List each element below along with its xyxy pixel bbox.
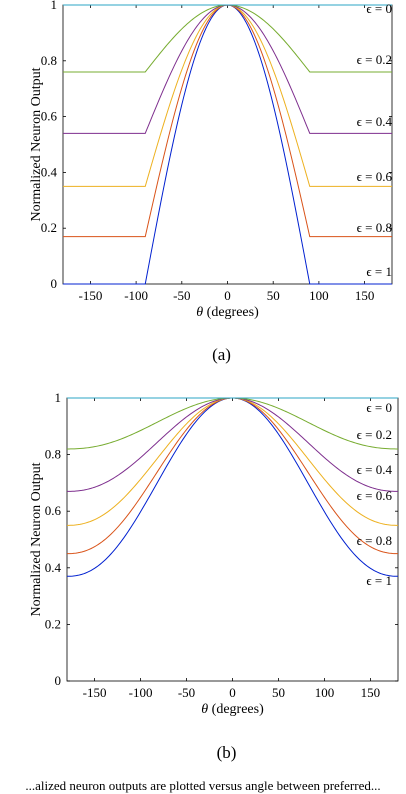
y-axis-label: Normalized Neuron Output xyxy=(29,462,44,616)
epsilon-label: ϵ = 0.8 xyxy=(357,220,392,235)
y-tick-label: 0.4 xyxy=(45,560,62,575)
series-line xyxy=(63,4,392,73)
y-tick-label: 0.2 xyxy=(45,616,61,631)
x-tick-label: -150 xyxy=(78,288,102,303)
epsilon-label: ϵ = 0 xyxy=(366,1,392,16)
x-axis-label-text: (degrees) xyxy=(203,305,259,320)
y-tick-label: 0.8 xyxy=(41,53,57,68)
x-tick-label: -150 xyxy=(83,685,107,700)
series-line xyxy=(66,397,399,492)
x-tick-label: -100 xyxy=(124,288,148,303)
series-line xyxy=(66,397,399,526)
y-tick-label: 0 xyxy=(55,673,62,688)
series-line xyxy=(66,397,399,577)
y-tick-label: 0.8 xyxy=(45,447,61,462)
epsilon-label: ϵ = 0.4 xyxy=(357,462,393,477)
series-line xyxy=(63,4,392,134)
epsilon-label: ϵ = 0.4 xyxy=(357,114,393,129)
y-axis-label: Normalized Neuron Output xyxy=(29,67,44,221)
epsilon-label: ϵ = 0.6 xyxy=(357,488,393,503)
x-tick-label: 50 xyxy=(267,288,280,303)
y-tick-label: 0.6 xyxy=(45,503,62,518)
series-lines xyxy=(63,4,392,285)
y-tick-label: 0.6 xyxy=(41,109,58,124)
y-tick-label: 0.2 xyxy=(41,220,57,235)
x-axis-label-symbol: θ xyxy=(196,305,203,320)
chart-b: -150 -100 -50 0 50 100 150 0 0.2 0.4 0.6 0.8 1 θ (deg… xyxy=(29,390,399,762)
footer-text: ...alized neuron outputs are plotted ver… xyxy=(25,778,381,793)
x-tick-label: 100 xyxy=(315,685,335,700)
x-tick-label: 150 xyxy=(355,288,375,303)
series-line xyxy=(67,397,398,450)
y-tick-label: 1 xyxy=(51,0,58,12)
x-tick-label: -50 xyxy=(178,685,195,700)
x-tick-label: 150 xyxy=(361,685,381,700)
epsilon-label: ϵ = 0.2 xyxy=(357,427,392,442)
x-axis-label: θ (degrees) xyxy=(196,305,259,320)
x-axis-label-symbol: θ xyxy=(201,702,208,717)
epsilon-label: ϵ = 1 xyxy=(366,573,392,588)
x-tick-label: 0 xyxy=(229,685,236,700)
epsilon-label: ϵ = 1 xyxy=(366,264,392,279)
y-tick-label: 0.4 xyxy=(41,164,58,179)
epsilon-label: ϵ = 0.6 xyxy=(357,169,393,184)
x-tick-label: 0 xyxy=(224,288,231,303)
series-line xyxy=(63,4,392,285)
panel-caption: (a) xyxy=(212,345,231,364)
series-lines xyxy=(66,397,399,577)
x-tick-label: -100 xyxy=(129,685,153,700)
series-line xyxy=(63,4,392,238)
x-axis-label: θ (degrees) xyxy=(201,702,264,717)
y-tick-label: 1 xyxy=(55,390,62,405)
x-axis-label-text: (degrees) xyxy=(208,702,264,717)
y-tick-label: 0 xyxy=(51,276,58,291)
series-line xyxy=(63,4,392,187)
x-tick-label: 50 xyxy=(272,685,285,700)
x-tick-label: -50 xyxy=(173,288,190,303)
epsilon-label: ϵ = 0.8 xyxy=(357,533,392,548)
x-tick-label: 100 xyxy=(309,288,329,303)
panel-caption: (b) xyxy=(217,743,237,762)
epsilon-label: ϵ = 0.2 xyxy=(357,52,392,67)
epsilon-label: ϵ = 0 xyxy=(366,400,392,415)
chart-a: -150 -100 -50 0 50 100 150 0 0.2 0.4 0.6 0.8 1 θ (deg… xyxy=(29,0,393,364)
plot-frame xyxy=(62,4,393,285)
